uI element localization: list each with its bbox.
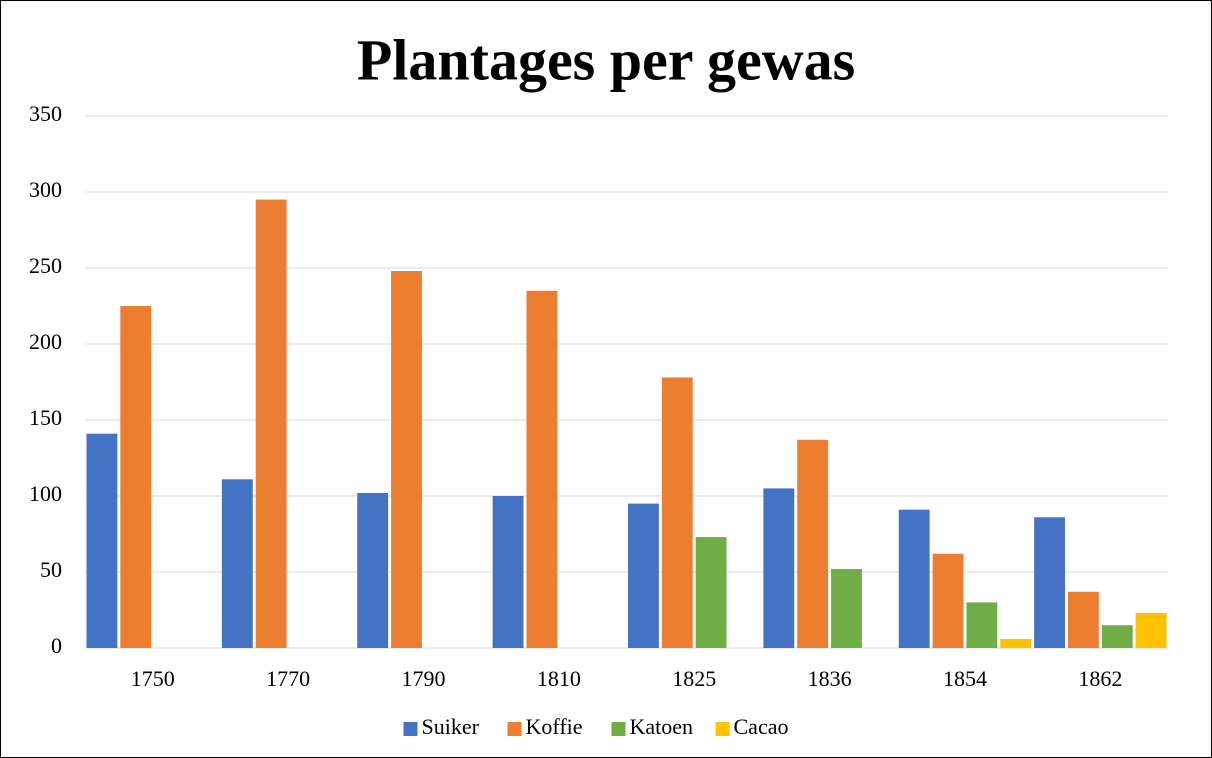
legend-swatch (403, 722, 418, 736)
bar (831, 568, 862, 648)
y-tick-label: 350 (29, 101, 62, 126)
x-tick-label: 1836 (808, 666, 852, 691)
bar (661, 377, 693, 648)
bar (391, 271, 422, 648)
bar (221, 479, 253, 648)
bar (492, 496, 524, 648)
bar (932, 553, 964, 648)
legend-label: Koffie (526, 714, 583, 739)
y-tick-label: 0 (51, 633, 62, 658)
y-tick-label: 300 (29, 177, 62, 202)
bar (120, 306, 152, 648)
y-tick-label: 250 (29, 253, 62, 278)
bar (1067, 591, 1099, 648)
y-tick-label: 150 (29, 405, 62, 430)
bar (966, 602, 998, 648)
chart-title: Plantages per gewas (357, 27, 855, 92)
bar (1135, 613, 1167, 648)
y-tick-label: 200 (29, 329, 62, 354)
bar (797, 439, 829, 648)
legend-swatch (611, 722, 626, 736)
x-tick-label: 1750 (131, 666, 175, 691)
bar (1000, 638, 1032, 648)
legend-swatch (715, 722, 730, 736)
legend-label: Suiker (422, 714, 480, 739)
x-tick-label: 1770 (266, 666, 310, 691)
bar (628, 503, 659, 648)
y-tick-label: 50 (40, 557, 62, 582)
x-tick-label: 1854 (943, 666, 987, 691)
x-tick-label: 1790 (401, 666, 445, 691)
x-tick-label: 1810 (537, 666, 581, 691)
legend-label: Cacao (734, 714, 789, 739)
bar (1034, 517, 1065, 648)
x-tick-label: 1825 (672, 666, 716, 691)
bar (695, 537, 727, 648)
y-tick-label: 100 (29, 481, 62, 506)
x-tick-label: 1862 (1078, 666, 1122, 691)
bar (898, 509, 930, 648)
bar (1101, 625, 1133, 648)
legend-label: Katoen (630, 714, 694, 739)
bar (526, 290, 558, 648)
bar (763, 488, 795, 648)
bar (357, 492, 389, 648)
legend-swatch (507, 722, 522, 736)
bar (255, 199, 287, 648)
bar (86, 433, 118, 648)
